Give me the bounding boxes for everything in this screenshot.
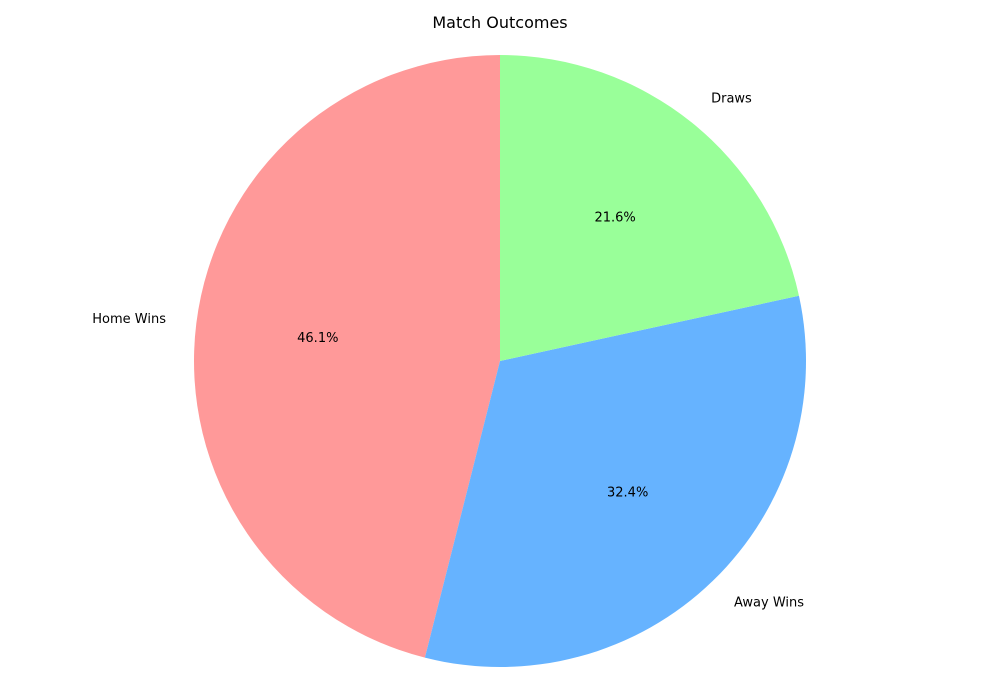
chart-title: Match Outcomes bbox=[432, 13, 567, 32]
slice-label-home-wins: Home Wins bbox=[92, 312, 166, 327]
pie-slices bbox=[193, 55, 806, 668]
slice-percent-home-wins: 46.1% bbox=[297, 331, 338, 346]
pie-slice-draws bbox=[500, 55, 799, 361]
pie-slice-away-wins bbox=[424, 295, 806, 668]
slice-label-draws: Draws bbox=[711, 91, 752, 106]
slice-percent-away-wins: 32.4% bbox=[607, 485, 648, 500]
slice-percent-draws: 21.6% bbox=[594, 210, 635, 225]
slice-label-away-wins: Away Wins bbox=[734, 595, 804, 610]
pie-slice-home-wins bbox=[193, 55, 500, 658]
pie-labels: Home Wins 46.1% Away Wins 32.4% Draws 21.6% bbox=[92, 91, 804, 610]
